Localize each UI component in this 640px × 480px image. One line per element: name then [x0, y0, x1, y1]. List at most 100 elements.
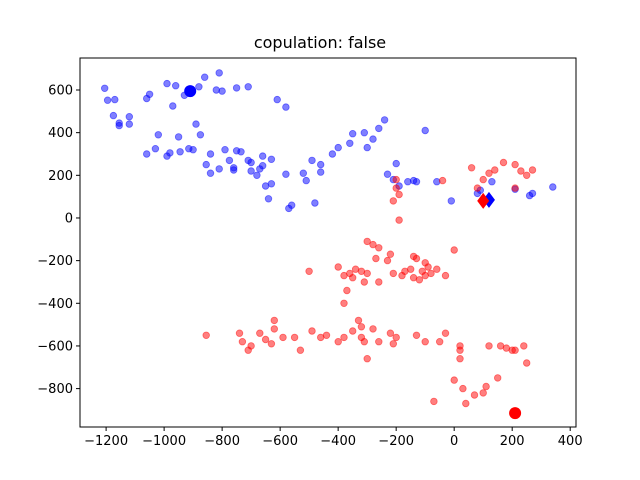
data-point: [369, 135, 377, 143]
y-tick-label: −600: [37, 339, 73, 354]
data-point: [389, 197, 397, 205]
data-point: [125, 112, 133, 121]
data-point: [412, 254, 421, 263]
data-point: [253, 171, 261, 179]
data-point: [267, 340, 276, 348]
data-point: [470, 391, 479, 399]
data-point: [375, 124, 383, 133]
data-point: [259, 152, 267, 160]
highlight-circle-marker: [509, 407, 522, 420]
data-point: [334, 143, 342, 152]
data-point: [256, 329, 264, 337]
data-point: [225, 156, 234, 165]
data-point: [412, 331, 421, 339]
data-point: [308, 156, 316, 165]
data-point: [517, 167, 525, 175]
data-point: [270, 316, 278, 325]
data-point: [369, 325, 377, 333]
data-point: [459, 384, 467, 393]
x-tick-label: −200: [378, 434, 414, 449]
data-point: [392, 175, 400, 184]
data-point: [200, 73, 209, 81]
data-point: [109, 111, 118, 120]
data-point: [195, 83, 203, 91]
data-point: [340, 299, 348, 307]
data-point: [409, 274, 418, 282]
highlight-markers: [184, 85, 522, 420]
data-point: [369, 240, 377, 249]
data-point: [485, 342, 493, 350]
data-point: [395, 190, 403, 199]
data-point: [237, 148, 245, 156]
data-point: [412, 177, 421, 186]
data-point: [218, 87, 226, 95]
data-point: [334, 338, 342, 346]
data-point: [103, 96, 112, 104]
data-point: [202, 160, 210, 169]
chart-title: copulation: false: [254, 33, 386, 52]
data-point: [247, 342, 255, 350]
data-point: [202, 331, 210, 339]
data-point: [528, 166, 537, 174]
data-point: [232, 84, 241, 92]
data-point: [270, 325, 278, 333]
data-point: [166, 149, 174, 157]
data-point: [485, 169, 493, 177]
data-point: [215, 69, 223, 77]
data-point: [473, 184, 482, 192]
data-point: [261, 335, 270, 344]
data-point: [467, 164, 476, 172]
data-point: [288, 201, 296, 209]
axes: −1200 −1000 −800 −600 −400 −200 0 200 400 −800 −60…: [37, 57, 583, 449]
data-point: [421, 338, 429, 346]
plot-frame: [79, 57, 577, 428]
data-point: [273, 95, 281, 104]
data-point: [145, 90, 154, 98]
data-point: [235, 329, 244, 337]
data-point: [450, 246, 458, 254]
data-point: [447, 197, 455, 205]
data-point: [282, 103, 290, 111]
data-point: [372, 254, 380, 263]
data-point: [383, 170, 392, 178]
data-point: [196, 131, 205, 139]
data-point: [247, 158, 255, 167]
data-point: [267, 180, 276, 188]
data-point: [142, 150, 151, 158]
data-point: [229, 164, 238, 172]
y-tick-label: 200: [48, 169, 73, 184]
data-point: [392, 333, 400, 342]
highlight-diamond-marker: [477, 192, 490, 209]
data-point: [311, 199, 319, 207]
data-point: [375, 278, 383, 286]
data-point: [206, 150, 215, 158]
x-tick-label: −400: [320, 434, 356, 449]
data-point: [389, 269, 397, 278]
data-point: [334, 263, 342, 271]
data-point: [357, 267, 366, 275]
data-point: [279, 333, 287, 342]
data-point: [125, 120, 133, 128]
data-point: [528, 189, 537, 198]
data-point: [322, 331, 331, 339]
data-point: [395, 216, 403, 224]
data-point: [302, 176, 310, 185]
data-point: [349, 327, 357, 335]
x-tick-label: −800: [204, 434, 240, 449]
data-point: [317, 160, 325, 169]
data-point: [317, 168, 325, 176]
data-point: [450, 376, 458, 384]
data-point: [494, 374, 502, 382]
data-point: [154, 131, 162, 139]
y-tick-label: 400: [48, 126, 73, 141]
data-point: [328, 150, 337, 158]
data-point: [192, 120, 200, 128]
data-point: [430, 397, 438, 406]
data-point: [308, 327, 316, 335]
data-point: [247, 167, 255, 175]
data-point: [456, 355, 464, 363]
data-point: [174, 133, 183, 141]
y-tick-label: −800: [37, 382, 73, 397]
data-point: [264, 195, 273, 203]
